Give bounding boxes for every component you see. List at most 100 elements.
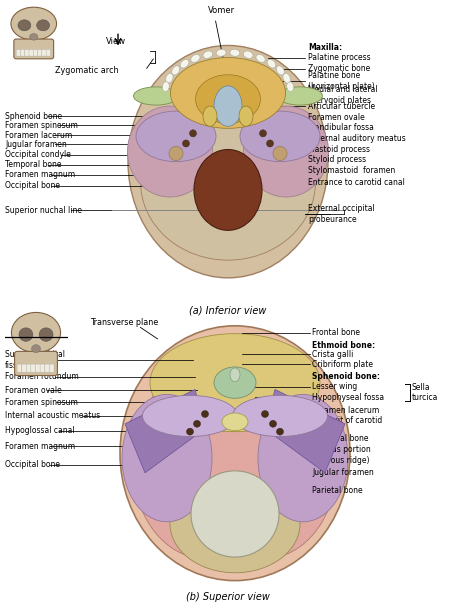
Text: Cribriform plate: Cribriform plate: [312, 359, 373, 368]
Text: Crista galli: Crista galli: [312, 350, 353, 359]
Ellipse shape: [230, 49, 240, 56]
Circle shape: [194, 420, 201, 427]
Text: Transverse plane: Transverse plane: [90, 318, 158, 328]
Ellipse shape: [127, 106, 212, 197]
Ellipse shape: [162, 82, 169, 92]
FancyBboxPatch shape: [22, 364, 27, 372]
FancyBboxPatch shape: [31, 364, 36, 372]
Text: (b) Superior view: (b) Superior view: [186, 592, 270, 602]
Text: Medial and lateral
pterygoid plates: Medial and lateral pterygoid plates: [308, 85, 378, 105]
FancyBboxPatch shape: [40, 364, 45, 372]
Text: Articular tubercle: Articular tubercle: [308, 102, 375, 110]
Text: Foramen lacerum: Foramen lacerum: [5, 131, 72, 140]
Circle shape: [273, 146, 287, 160]
Ellipse shape: [136, 111, 216, 162]
Circle shape: [202, 411, 208, 417]
Text: Parietal bone: Parietal bone: [312, 486, 363, 495]
Ellipse shape: [30, 34, 38, 40]
Text: Sphenoid bone:: Sphenoid bone:: [312, 372, 380, 381]
Text: View: View: [106, 37, 126, 46]
Text: External occipital
probeurance: External occipital probeurance: [308, 204, 375, 224]
Text: Foramen lacerum
and exit of carotid
canal: Foramen lacerum and exit of carotid cana…: [312, 406, 382, 436]
Circle shape: [183, 140, 189, 147]
Text: Internal acoustic meatus: Internal acoustic meatus: [5, 412, 100, 420]
Ellipse shape: [32, 345, 40, 353]
Text: Superior orbital
fissure: Superior orbital fissure: [5, 350, 65, 370]
Ellipse shape: [214, 367, 256, 398]
Text: Mastoid process: Mastoid process: [308, 145, 370, 154]
Text: Foramen ovale: Foramen ovale: [5, 386, 62, 395]
FancyBboxPatch shape: [14, 351, 58, 376]
Ellipse shape: [140, 104, 315, 260]
Ellipse shape: [203, 106, 217, 126]
Ellipse shape: [214, 86, 242, 126]
FancyBboxPatch shape: [46, 49, 50, 56]
Ellipse shape: [11, 312, 61, 353]
FancyBboxPatch shape: [20, 49, 25, 56]
FancyBboxPatch shape: [25, 49, 29, 56]
Text: Foramen ovale: Foramen ovale: [308, 113, 365, 122]
Text: Occipital bone: Occipital bone: [5, 181, 60, 190]
Circle shape: [276, 428, 284, 435]
Ellipse shape: [216, 49, 226, 56]
Ellipse shape: [278, 87, 323, 105]
Ellipse shape: [195, 75, 261, 123]
Ellipse shape: [276, 66, 284, 75]
Ellipse shape: [19, 328, 33, 342]
FancyBboxPatch shape: [26, 364, 31, 372]
Text: View: View: [27, 346, 47, 355]
FancyBboxPatch shape: [42, 49, 46, 56]
Text: Styloid process: Styloid process: [308, 155, 366, 164]
Ellipse shape: [18, 20, 31, 31]
Ellipse shape: [172, 66, 180, 75]
Ellipse shape: [143, 395, 238, 437]
Text: Occipital condyle: Occipital condyle: [5, 150, 71, 159]
Circle shape: [260, 130, 266, 137]
Text: Sella
turcica: Sella turcica: [412, 382, 438, 402]
Ellipse shape: [37, 20, 50, 31]
FancyBboxPatch shape: [37, 49, 42, 56]
Ellipse shape: [180, 59, 189, 68]
Ellipse shape: [120, 326, 350, 581]
FancyBboxPatch shape: [17, 364, 22, 372]
Text: Jugular foramen: Jugular foramen: [5, 140, 67, 149]
Ellipse shape: [150, 334, 320, 432]
Circle shape: [169, 146, 183, 160]
Polygon shape: [125, 390, 205, 473]
Circle shape: [186, 428, 194, 435]
FancyBboxPatch shape: [50, 364, 54, 372]
Text: Vomer: Vomer: [208, 6, 235, 15]
Ellipse shape: [122, 395, 212, 522]
Ellipse shape: [287, 82, 294, 92]
Text: Foramen spinosum: Foramen spinosum: [5, 121, 78, 130]
Ellipse shape: [267, 59, 276, 68]
Circle shape: [266, 140, 274, 147]
FancyBboxPatch shape: [36, 364, 40, 372]
Text: Lesser wing: Lesser wing: [312, 382, 357, 391]
Text: Temporal bone: Temporal bone: [5, 160, 62, 169]
Text: Stylomastoid  foramen: Stylomastoid foramen: [308, 167, 395, 175]
Text: Zygomatic bone: Zygomatic bone: [308, 64, 370, 73]
Text: Sphenoid bone: Sphenoid bone: [5, 112, 62, 121]
Ellipse shape: [134, 87, 179, 105]
FancyBboxPatch shape: [29, 49, 33, 56]
Ellipse shape: [132, 367, 278, 559]
Text: Petrous portion
(petrous ridge): Petrous portion (petrous ridge): [312, 445, 371, 465]
FancyBboxPatch shape: [45, 364, 50, 372]
Text: Jugular foramen: Jugular foramen: [312, 468, 374, 477]
Text: Frontal bone: Frontal bone: [312, 328, 360, 337]
FancyBboxPatch shape: [16, 49, 21, 56]
Text: External auditory meatus: External auditory meatus: [308, 134, 406, 143]
Ellipse shape: [240, 111, 320, 162]
Ellipse shape: [283, 73, 290, 83]
Text: Ethmoid bone:: Ethmoid bone:: [312, 341, 375, 350]
Ellipse shape: [171, 57, 285, 128]
Text: Foramen rotundum: Foramen rotundum: [5, 372, 79, 381]
Text: Maxilla:: Maxilla:: [308, 43, 342, 52]
Ellipse shape: [239, 106, 253, 126]
Ellipse shape: [203, 51, 213, 59]
Text: Foramen magnum: Foramen magnum: [5, 442, 75, 451]
Ellipse shape: [128, 46, 328, 278]
Circle shape: [191, 471, 279, 557]
Ellipse shape: [258, 395, 348, 522]
